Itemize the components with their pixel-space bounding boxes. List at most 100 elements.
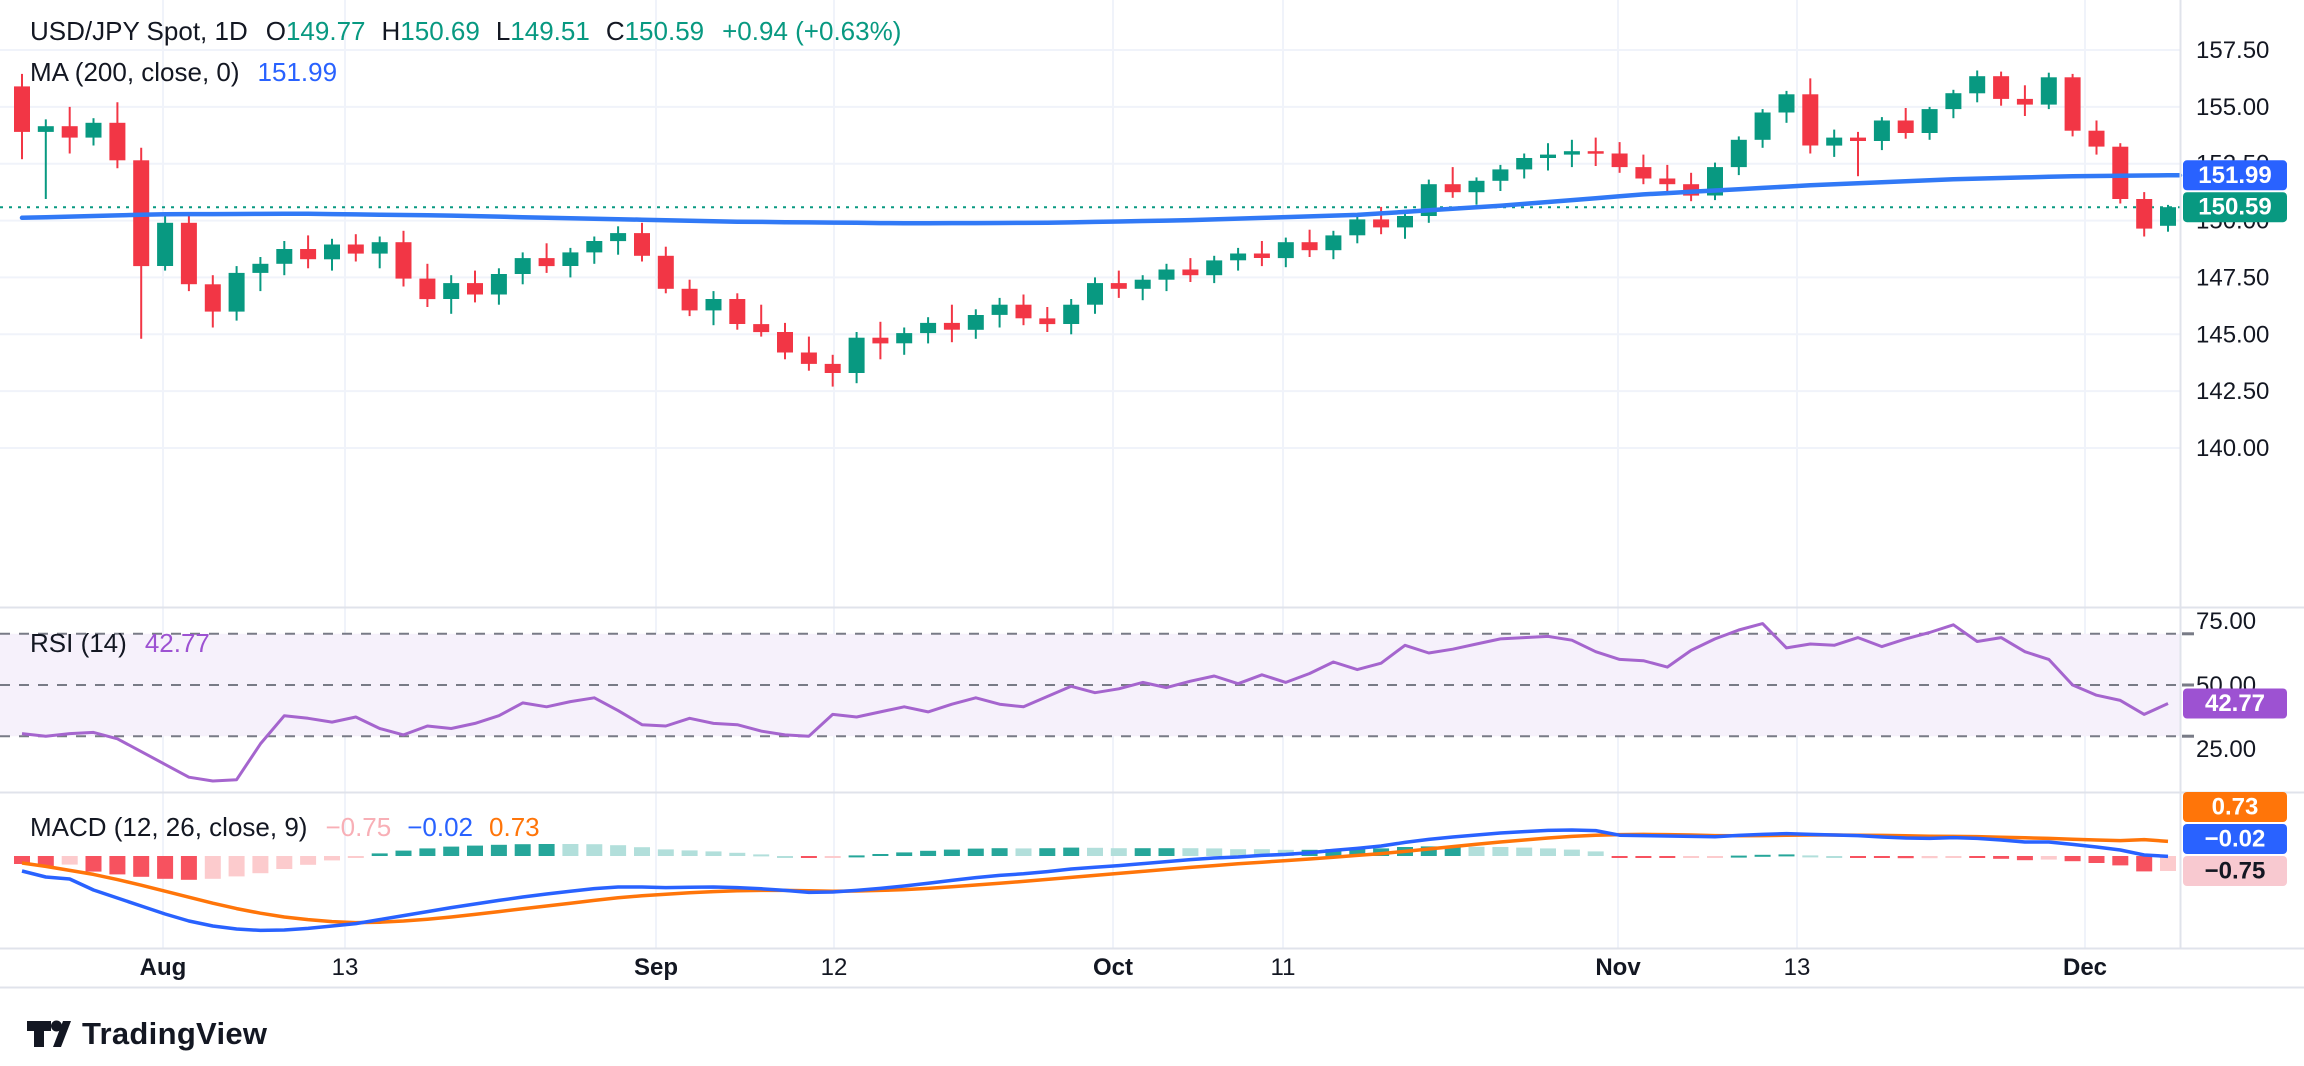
candle[interactable] [1969, 70, 1986, 103]
ma200-line[interactable] [19, 173, 2183, 226]
candle[interactable] [824, 354, 841, 387]
candle[interactable] [1516, 153, 1533, 179]
candle[interactable] [300, 235, 317, 269]
candle[interactable] [1015, 294, 1032, 326]
candle[interactable] [1206, 255, 1223, 284]
candle[interactable] [1230, 247, 1247, 271]
candle[interactable] [371, 236, 388, 269]
candle[interactable] [681, 279, 698, 317]
candle[interactable] [1897, 108, 1914, 139]
candle[interactable] [562, 247, 579, 278]
candle[interactable] [324, 238, 340, 271]
candle[interactable] [896, 327, 913, 355]
candle[interactable] [920, 317, 937, 344]
candle[interactable] [1826, 129, 1843, 157]
candle[interactable] [61, 106, 78, 154]
candle[interactable] [1540, 143, 1556, 171]
candle[interactable] [1349, 214, 1366, 244]
candle[interactable] [1301, 229, 1318, 257]
candle[interactable] [2040, 72, 2057, 110]
price-pane-legend[interactable]: USD/JPY Spot, 1D O149.77 H150.69 L149.51… [30, 16, 901, 46]
candle[interactable] [848, 332, 865, 384]
candle[interactable] [1945, 89, 1962, 119]
candle[interactable] [514, 252, 531, 285]
svg-text:150.59: 150.59 [2198, 194, 2271, 221]
candle[interactable] [2088, 120, 2105, 155]
candle[interactable] [1921, 106, 1938, 140]
candle[interactable] [610, 226, 627, 255]
candle[interactable] [2160, 204, 2176, 232]
tradingview-logo[interactable]: TradingView [26, 1014, 267, 1054]
candle[interactable] [490, 268, 507, 305]
price-tick-label: 157.50 [2196, 37, 2269, 64]
candle[interactable] [252, 257, 269, 292]
candle[interactable] [1802, 78, 1819, 154]
candle[interactable] [753, 304, 770, 337]
candle[interactable] [204, 275, 221, 328]
candle[interactable] [1993, 71, 2010, 106]
candle[interactable] [37, 119, 54, 199]
candle[interactable] [1635, 154, 1652, 185]
candle[interactable] [1778, 90, 1795, 123]
candle[interactable] [1087, 277, 1103, 314]
candle[interactable] [228, 266, 245, 321]
candle[interactable] [1444, 167, 1461, 198]
candle[interactable] [657, 246, 674, 294]
candle[interactable] [777, 322, 793, 360]
candle[interactable] [109, 102, 126, 169]
candle[interactable] [157, 213, 174, 271]
candles-series[interactable] [14, 70, 2176, 387]
rsi-legend[interactable]: RSI (14) 42.77 [30, 628, 210, 658]
candle[interactable] [1754, 109, 1771, 148]
candle[interactable] [180, 216, 197, 292]
candle[interactable] [347, 234, 364, 262]
candle[interactable] [991, 297, 1008, 328]
candle[interactable] [1587, 137, 1604, 166]
candle[interactable] [467, 270, 483, 303]
candle[interactable] [1325, 230, 1342, 260]
candle[interactable] [85, 118, 102, 146]
candle[interactable] [1134, 275, 1151, 301]
candle[interactable] [967, 309, 984, 339]
candle[interactable] [443, 275, 460, 314]
candle[interactable] [538, 243, 555, 273]
candle[interactable] [1873, 117, 1890, 151]
time-axis[interactable]: Aug 13 Sep 12 Oct 11 Nov 13 Dec [140, 954, 2107, 981]
candle[interactable] [1110, 270, 1127, 298]
candle[interactable] [729, 293, 746, 330]
macd-legend[interactable]: MACD (12, 26, close, 9) −0.75 −0.02 0.73 [30, 812, 540, 842]
candle[interactable] [943, 304, 960, 343]
candle[interactable] [1397, 211, 1413, 239]
candle[interactable] [1277, 237, 1294, 268]
candle[interactable] [872, 321, 889, 360]
candle[interactable] [705, 291, 722, 326]
candle[interactable] [419, 263, 436, 307]
macd-main-line[interactable] [21, 828, 2169, 933]
candle[interactable] [1611, 142, 1628, 173]
candle[interactable] [2016, 85, 2033, 116]
candle[interactable] [1563, 139, 1580, 168]
candle[interactable] [1468, 177, 1485, 205]
rsi-line[interactable] [21, 622, 2169, 783]
ma-legend[interactable]: MA (200, close, 0) 151.99 [30, 57, 337, 87]
candle[interactable] [2136, 192, 2153, 237]
candle[interactable] [14, 73, 30, 160]
candle[interactable] [1492, 164, 1509, 191]
candle[interactable] [1182, 258, 1199, 282]
candle[interactable] [1730, 136, 1747, 176]
candle[interactable] [1850, 131, 1866, 177]
candle[interactable] [395, 230, 412, 287]
candle[interactable] [2112, 143, 2129, 204]
candle[interactable] [1659, 164, 1676, 191]
candle[interactable] [1039, 307, 1056, 332]
candle[interactable] [1158, 263, 1175, 292]
candle[interactable] [1063, 299, 1080, 335]
candle[interactable] [1707, 162, 1723, 201]
candle[interactable] [2064, 73, 2081, 137]
candle[interactable] [276, 241, 293, 276]
candle[interactable] [586, 236, 603, 264]
candle[interactable] [800, 336, 817, 371]
candle[interactable] [1253, 241, 1270, 267]
candle[interactable] [634, 222, 650, 262]
